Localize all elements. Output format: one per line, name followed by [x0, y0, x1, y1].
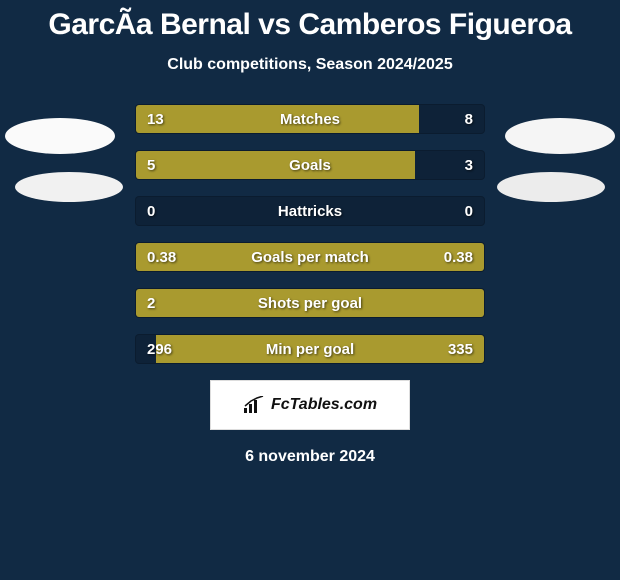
stat-label: Matches — [280, 111, 340, 128]
stat-label: Hattricks — [278, 203, 342, 220]
stat-value-right: 335 — [448, 341, 473, 358]
logo-text: FcTables.com — [271, 396, 377, 414]
stat-row: Matches 13 8 — [10, 104, 610, 134]
stat-label: Min per goal — [266, 341, 354, 358]
fctables-logo-icon — [243, 396, 265, 414]
bar-left — [135, 151, 310, 179]
stat-row: Hattricks 0 0 — [10, 196, 610, 226]
stat-row: Shots per goal 2 — [10, 288, 610, 318]
stat-value-left: 2 — [147, 295, 155, 312]
page-title: GarcÃ­a Bernal vs Camberos Figueroa — [0, 8, 620, 42]
stat-row: Min per goal 296 335 — [10, 334, 610, 364]
stat-row: Goals 5 3 — [10, 150, 610, 180]
subtitle: Club competitions, Season 2024/2025 — [0, 56, 620, 74]
stat-row: Goals per match 0.38 0.38 — [10, 242, 610, 272]
stat-value-right: 0 — [465, 203, 473, 220]
stat-value-right: 3 — [465, 157, 473, 174]
stat-value-left: 5 — [147, 157, 155, 174]
stat-value-left: 0 — [147, 203, 155, 220]
stat-value-left: 13 — [147, 111, 164, 128]
stat-label: Goals — [289, 157, 331, 174]
stat-value-right: 8 — [465, 111, 473, 128]
stat-label: Goals per match — [251, 249, 369, 266]
stats-area: Matches 13 8 Goals 5 3 Hattricks 0 0 Goals per ma… — [0, 104, 620, 364]
stat-value-left: 296 — [147, 341, 172, 358]
stat-label: Shots per goal — [258, 295, 362, 312]
logo-box: FcTables.com — [210, 380, 410, 430]
footer-date: 6 november 2024 — [0, 448, 620, 466]
stat-value-right: 0.38 — [444, 249, 473, 266]
comparison-card: GarcÃ­a Bernal vs Camberos Figueroa Club… — [0, 0, 620, 580]
stat-value-left: 0.38 — [147, 249, 176, 266]
